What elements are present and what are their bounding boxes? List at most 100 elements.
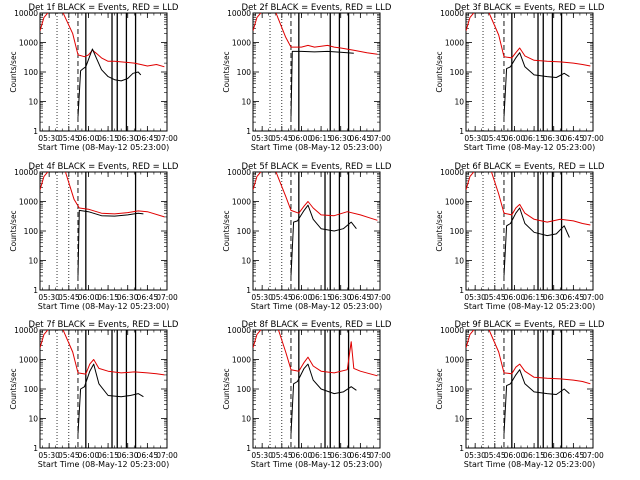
- x-tick-label: 05:45: [58, 451, 80, 460]
- x-tick-label: 07:00: [369, 134, 391, 143]
- x-tick-label: 05:30: [38, 293, 60, 302]
- y-tick-label: 10: [28, 257, 38, 266]
- x-tick-label: 05:45: [484, 293, 506, 302]
- x-axis-label: Start Time (08-May-12 05:23:00): [38, 460, 169, 469]
- y-axis-label: Counts/sec: [222, 210, 231, 251]
- events-series-line: [503, 369, 570, 434]
- x-tick-label: 06:15: [523, 134, 545, 143]
- y-tick-label: 10: [28, 98, 38, 107]
- x-tick-label: 05:45: [58, 134, 80, 143]
- x-tick-label: 05:30: [464, 451, 486, 460]
- x-tick-label: 05:45: [271, 293, 293, 302]
- panel-7: Det 7f BLACK = Events, RED = LLD 1 10 100 10…: [9, 320, 179, 469]
- panel-title: Det 4f BLACK = Events, RED = LLD: [29, 162, 179, 172]
- panel-title: Det 3f BLACK = Events, RED = LLD: [455, 3, 605, 13]
- y-tick-label: 1000: [19, 39, 38, 48]
- x-tick-label: 06:30: [330, 293, 352, 302]
- y-tick-label: 10000: [440, 326, 464, 335]
- events-series-line: [290, 204, 357, 276]
- x-tick-label: 06:45: [563, 134, 585, 143]
- x-axis-label: Start Time (08-May-12 05:23:00): [251, 460, 382, 469]
- y-tick-label: 100: [450, 227, 465, 236]
- y-axis-label: Counts/sec: [222, 51, 231, 92]
- x-axis-label: Start Time (08-May-12 05:23:00): [464, 302, 595, 311]
- y-tick-label: 10: [454, 415, 464, 424]
- y-tick-label: 1: [246, 127, 251, 136]
- events-series-line: [503, 52, 570, 117]
- y-tick-label: 10: [28, 415, 38, 424]
- y-tick-label: 10000: [440, 9, 464, 18]
- x-tick-label: 06:15: [97, 451, 119, 460]
- x-axis-label: Start Time (08-May-12 05:23:00): [38, 302, 169, 311]
- x-tick-label: 06:15: [310, 134, 332, 143]
- y-tick-label: 1000: [445, 39, 464, 48]
- y-tick-label: 1: [33, 286, 38, 295]
- x-tick-label: 06:30: [117, 134, 139, 143]
- y-tick-label: 100: [237, 227, 252, 236]
- events-series-line: [77, 48, 142, 117]
- y-tick-label: 1: [246, 286, 251, 295]
- x-tick-label: 06:15: [97, 134, 119, 143]
- plot-frame: [465, 171, 594, 291]
- x-tick-label: 06:00: [78, 293, 100, 302]
- x-tick-label: 06:30: [117, 451, 139, 460]
- panel-title: Det 2f BLACK = Events, RED = LLD: [242, 3, 392, 13]
- y-tick-label: 100: [24, 227, 39, 236]
- y-tick-label: 100: [24, 68, 39, 77]
- y-tick-label: 100: [237, 68, 252, 77]
- y-axis-label: Counts/sec: [222, 368, 231, 409]
- y-tick-label: 10000: [14, 326, 38, 335]
- events-series-line: [77, 209, 144, 276]
- events-series-line: [77, 363, 144, 434]
- lld-series-line: [253, 172, 378, 221]
- panel-8: Det 8f BLACK = Events, RED = LLD 1 10 100 10…: [222, 320, 392, 469]
- panel-9: Det 9f BLACK = Events, RED = LLD 1 10 100 10…: [435, 320, 605, 469]
- panel-title: Det 5f BLACK = Events, RED = LLD: [242, 162, 392, 172]
- y-tick-label: 10: [454, 257, 464, 266]
- y-tick-label: 10000: [227, 168, 251, 177]
- y-tick-label: 10: [454, 98, 464, 107]
- y-axis-label: Counts/sec: [9, 51, 18, 92]
- x-tick-label: 06:30: [543, 134, 565, 143]
- lld-series-line: [466, 13, 591, 67]
- panel-title: Det 6f BLACK = Events, RED = LLD: [455, 162, 605, 172]
- x-tick-label: 06:00: [291, 134, 313, 143]
- y-tick-label: 1: [459, 286, 464, 295]
- x-tick-label: 07:00: [582, 293, 604, 302]
- panel-title: Det 1f BLACK = Events, RED = LLD: [29, 3, 179, 13]
- y-tick-label: 1000: [232, 356, 251, 365]
- y-tick-label: 1000: [19, 198, 38, 207]
- x-tick-label: 05:30: [38, 451, 60, 460]
- y-tick-label: 100: [450, 385, 465, 394]
- events-series-line: [503, 207, 570, 276]
- plot-frame: [252, 171, 381, 291]
- x-tick-label: 06:45: [137, 134, 159, 143]
- plot-area: [253, 13, 378, 131]
- y-tick-label: 10000: [227, 326, 251, 335]
- y-tick-label: 100: [24, 385, 39, 394]
- events-series-line: [290, 50, 354, 117]
- x-axis-label: Start Time (08-May-12 05:23:00): [464, 460, 595, 469]
- y-tick-label: 1: [246, 444, 251, 453]
- y-tick-label: 1000: [19, 356, 38, 365]
- y-tick-label: 10000: [14, 9, 38, 18]
- x-tick-label: 07:00: [582, 451, 604, 460]
- x-axis-label: Start Time (08-May-12 05:23:00): [38, 143, 169, 152]
- x-tick-label: 06:45: [137, 451, 159, 460]
- panel-4: Det 4f BLACK = Events, RED = LLD 1 10 100 10…: [9, 162, 179, 311]
- panel-3: Det 3f BLACK = Events, RED = LLD 1 10 100 10…: [435, 3, 605, 152]
- x-tick-label: 05:45: [484, 451, 506, 460]
- lld-series-line: [40, 13, 165, 68]
- x-tick-label: 06:00: [504, 134, 526, 143]
- events-series-line: [290, 363, 357, 434]
- x-tick-label: 06:00: [78, 134, 100, 143]
- x-tick-label: 06:00: [504, 293, 526, 302]
- x-tick-label: 05:45: [58, 293, 80, 302]
- x-tick-label: 06:15: [310, 451, 332, 460]
- x-tick-label: 06:45: [563, 451, 585, 460]
- x-tick-label: 06:30: [330, 451, 352, 460]
- y-tick-label: 100: [237, 385, 252, 394]
- panel-title: Det 8f BLACK = Events, RED = LLD: [242, 320, 392, 330]
- y-axis-label: Counts/sec: [9, 368, 18, 409]
